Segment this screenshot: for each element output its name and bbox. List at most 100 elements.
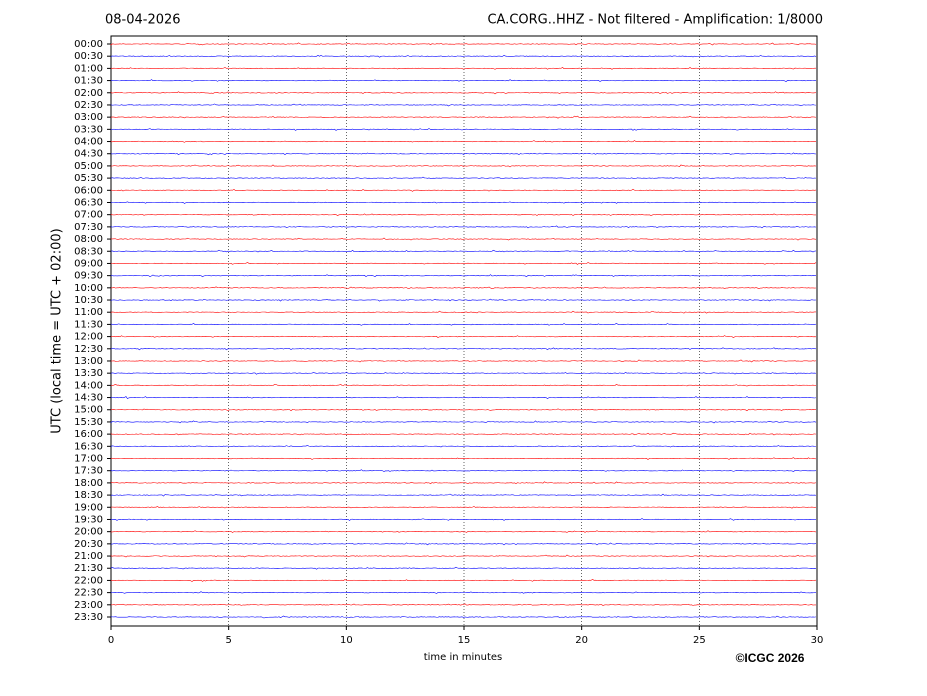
y-tick-label: 10:30 — [74, 295, 103, 306]
trace — [110, 140, 817, 143]
y-tick-label: 09:00 — [74, 258, 103, 269]
y-tick-label: 17:00 — [74, 454, 103, 465]
trace — [110, 128, 817, 131]
trace — [110, 79, 817, 82]
y-tick-label: 15:30 — [74, 417, 103, 428]
trace — [110, 115, 817, 119]
y-tick-label: 13:00 — [74, 356, 103, 367]
y-tick-label: 22:30 — [74, 588, 103, 599]
trace — [110, 371, 817, 375]
trace — [110, 91, 817, 95]
trace — [110, 469, 817, 472]
y-tick-label: 23:30 — [74, 612, 103, 623]
y-tick-label: 15:00 — [74, 405, 103, 416]
trace — [110, 383, 817, 387]
trace — [110, 310, 816, 314]
trace — [110, 506, 817, 509]
trace — [110, 603, 817, 606]
trace — [110, 420, 817, 424]
y-tick-label: 22:00 — [74, 575, 103, 586]
trace — [110, 518, 817, 521]
trace — [110, 274, 817, 278]
y-tick-label: 00:00 — [74, 39, 103, 50]
y-tick-label: 03:30 — [74, 124, 103, 135]
y-tick-label: 16:00 — [74, 429, 103, 440]
y-tick-label: 13:30 — [74, 368, 103, 379]
trace — [110, 481, 817, 485]
y-tick-label: 07:00 — [74, 210, 103, 221]
y-tick-label: 06:00 — [74, 185, 103, 196]
y-tick-label: 08:30 — [74, 246, 103, 257]
y-tick-label: 20:30 — [74, 539, 103, 550]
x-tick-label: 15 — [458, 635, 471, 646]
trace — [110, 444, 817, 448]
y-tick-label: 02:30 — [74, 100, 103, 111]
x-tick-label: 0 — [108, 635, 114, 646]
y-tick-label: 21:00 — [74, 551, 103, 562]
y-tick-label: 21:30 — [74, 563, 103, 574]
y-tick-label: 10:00 — [74, 283, 103, 294]
trace — [110, 335, 817, 339]
y-tick-label: 02:00 — [74, 88, 103, 99]
trace — [110, 66, 816, 70]
chart-title: CA.CORG..HHZ - Not filtered - Amplificat… — [487, 13, 823, 28]
y-tick-label: 12:30 — [74, 344, 103, 355]
y-tick-label: 04:30 — [74, 149, 103, 160]
trace — [110, 42, 817, 46]
trace — [110, 323, 817, 326]
copyright: ©ICGC 2026 — [736, 651, 805, 665]
y-tick-label: 19:00 — [74, 502, 103, 513]
trace — [110, 432, 817, 436]
trace — [110, 566, 817, 570]
trace — [110, 225, 817, 229]
x-tick-label: 30 — [811, 635, 824, 646]
y-axis-label: UTC (local time = UTC + 02:00) — [50, 228, 65, 433]
x-tick-label: 20 — [575, 635, 588, 646]
y-tick-label: 09:30 — [74, 271, 103, 282]
y-tick-label: 14:00 — [74, 380, 103, 391]
y-tick-label: 08:00 — [74, 234, 103, 245]
y-tick-label: 03:00 — [74, 112, 103, 123]
trace — [110, 396, 817, 400]
date-label: 08-04-2026 — [105, 13, 181, 28]
x-axis-label: time in minutes — [424, 652, 503, 663]
y-tick-label: 07:30 — [74, 222, 103, 233]
y-tick-label: 00:30 — [74, 51, 103, 62]
trace — [110, 176, 817, 179]
y-tick-label: 18:00 — [74, 478, 103, 489]
y-tick-label: 16:30 — [74, 441, 103, 452]
trace — [110, 286, 817, 289]
y-tick-label: 19:30 — [74, 514, 103, 525]
x-tick-label: 10 — [340, 635, 353, 646]
y-tick-label: 04:00 — [74, 137, 103, 148]
y-tick-label: 18:30 — [74, 490, 103, 501]
trace — [110, 262, 817, 265]
trace — [110, 347, 817, 351]
trace — [110, 164, 817, 168]
y-tick-label: 11:30 — [74, 319, 103, 330]
trace — [110, 103, 817, 107]
trace — [110, 188, 817, 192]
y-tick-label: 05:30 — [74, 173, 103, 184]
y-tick-label: 01:30 — [74, 76, 103, 87]
x-tick-label: 5 — [225, 635, 231, 646]
y-tick-label: 23:00 — [74, 600, 103, 611]
y-tick-label: 01:00 — [74, 63, 103, 74]
trace — [110, 237, 817, 241]
trace — [110, 152, 817, 156]
y-tick-label: 11:00 — [74, 307, 103, 318]
trace — [110, 493, 817, 497]
x-tick-label: 25 — [693, 635, 706, 646]
y-tick-label: 14:30 — [74, 393, 103, 404]
trace — [110, 201, 816, 204]
trace — [110, 457, 817, 460]
trace — [110, 591, 817, 594]
trace — [110, 615, 817, 619]
y-tick-label: 06:30 — [74, 197, 103, 208]
trace — [110, 249, 817, 253]
trace — [110, 408, 817, 412]
y-tick-label: 17:30 — [74, 466, 103, 477]
y-tick-label: 20:00 — [74, 527, 103, 538]
trace — [110, 579, 817, 582]
